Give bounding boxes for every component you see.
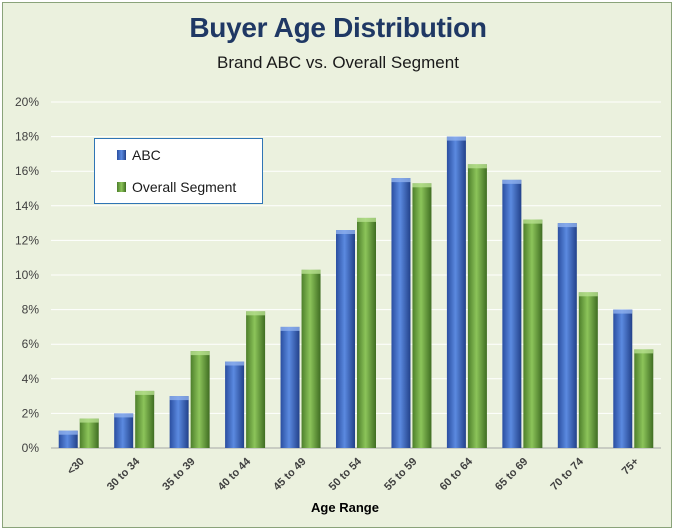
- bar-overall: [578, 292, 598, 448]
- x-tick-label: 65 to 69: [493, 456, 530, 493]
- bar-cap: [225, 361, 245, 366]
- y-tick-label: 10%: [15, 268, 39, 282]
- bar-overall: [135, 390, 155, 448]
- bar-abc: [114, 413, 134, 448]
- y-tick-label: 0%: [22, 441, 40, 455]
- x-axis-title: Age Range: [311, 500, 379, 515]
- legend-item-abc: ABC: [117, 146, 161, 164]
- y-tick-label: 20%: [15, 95, 39, 109]
- legend-swatch-overall: [117, 182, 126, 193]
- bar-cap: [523, 219, 543, 224]
- x-tick-label: 40 to 44: [216, 455, 254, 493]
- legend-label-overall: Overall Segment: [132, 179, 237, 195]
- y-tick-label: 18%: [15, 130, 39, 144]
- legend-swatch-abc: [117, 150, 126, 161]
- x-tick-label: 55 to 59: [382, 456, 419, 493]
- bar-cap: [446, 136, 466, 141]
- bar-abc: [557, 223, 577, 448]
- bar-cap: [634, 349, 654, 354]
- y-tick-label: 6%: [22, 337, 40, 351]
- bar-cap: [114, 413, 134, 418]
- bar-overall: [301, 269, 321, 448]
- x-tick-label: 60 to 64: [438, 455, 476, 493]
- x-tick-label: 45 to 49: [271, 456, 308, 493]
- bar-abc: [225, 361, 245, 448]
- bars: [58, 136, 654, 448]
- bar-overall: [523, 219, 543, 448]
- bar-cap: [79, 418, 99, 423]
- x-axis-ticks: <30 30 to 34 35 to 39 40 to 44 45 to 49 50 to…: [65, 455, 641, 493]
- bar-cap: [502, 179, 522, 184]
- bar-overall: [79, 418, 99, 448]
- x-tick-label: 75+: [620, 456, 642, 478]
- legend-label-abc: ABC: [132, 147, 161, 163]
- x-tick-label: 50 to 54: [327, 455, 365, 493]
- bar-overall: [412, 183, 432, 448]
- chart-subtitle: Brand ABC vs. Overall Segment: [217, 53, 459, 72]
- bar-cap: [467, 164, 487, 169]
- bar-cap: [391, 178, 411, 183]
- bar-cap: [169, 396, 189, 401]
- x-tick-label: 30 to 34: [105, 455, 143, 493]
- bar-abc: [280, 326, 300, 448]
- bar-cap: [190, 351, 210, 356]
- bar-abc: [391, 178, 411, 448]
- legend: ABC Overall Segment: [94, 138, 263, 204]
- bar-overall: [634, 349, 654, 448]
- bar-cap: [613, 309, 633, 314]
- chart-title: Buyer Age Distribution: [189, 12, 487, 43]
- bar-overall: [246, 311, 266, 448]
- bar-cap: [578, 292, 598, 297]
- y-axis-ticks: 0% 2% 4% 6% 8% 10% 12% 14% 16% 18% 20%: [15, 95, 39, 455]
- legend-item-overall: Overall Segment: [117, 178, 236, 196]
- x-tick-label: 70 to 74: [548, 455, 586, 493]
- x-tick-label: <30: [65, 456, 87, 478]
- y-tick-label: 16%: [15, 164, 39, 178]
- bar-cap: [412, 183, 432, 188]
- bar-cap: [357, 217, 376, 222]
- bar-cap: [135, 390, 155, 395]
- y-tick-label: 12%: [15, 233, 39, 247]
- bar-abc: [502, 179, 522, 448]
- y-tick-label: 2%: [22, 406, 40, 420]
- bar-cap: [557, 223, 577, 228]
- bar-abc: [446, 136, 466, 448]
- y-tick-label: 4%: [22, 372, 40, 386]
- bar-cap: [58, 430, 78, 435]
- y-tick-label: 8%: [22, 303, 40, 317]
- bar-abc: [613, 309, 633, 448]
- bar-abc: [169, 396, 189, 448]
- bar-cap: [301, 269, 321, 274]
- x-tick-label: 35 to 39: [160, 456, 197, 493]
- bar-abc: [336, 230, 355, 448]
- y-tick-label: 14%: [15, 199, 39, 213]
- bar-cap: [336, 230, 355, 235]
- bar-overall: [467, 164, 487, 448]
- bar-cap: [246, 311, 266, 316]
- bar-overall: [190, 351, 210, 448]
- bar-abc: [58, 430, 78, 448]
- bar-cap: [280, 326, 300, 331]
- bar-overall: [357, 217, 376, 448]
